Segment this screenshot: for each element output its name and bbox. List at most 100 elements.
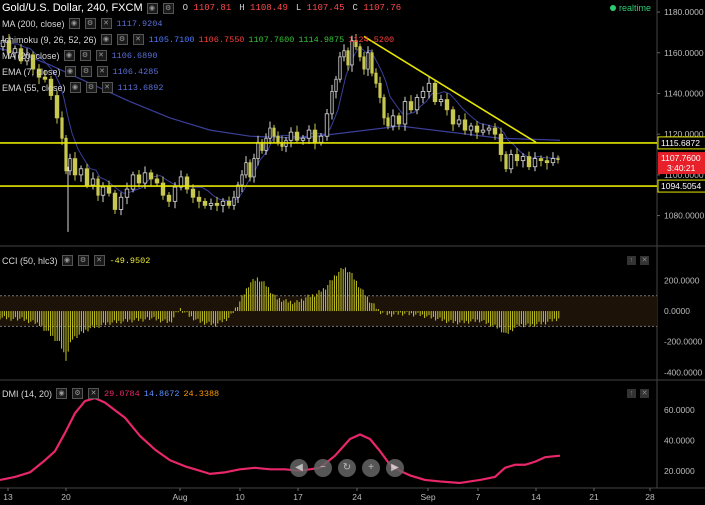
close-icon[interactable]: ✕ xyxy=(88,388,100,399)
zoom-in-icon[interactable]: + xyxy=(362,459,380,477)
eye-icon[interactable]: ◉ xyxy=(61,255,73,266)
time-tick-label: 24 xyxy=(352,492,362,502)
candle-body xyxy=(244,162,248,176)
ohlc-open: O 1107.81 xyxy=(182,3,232,13)
dmi-tick-label: 20.0000 xyxy=(664,466,695,476)
candle-body xyxy=(106,186,112,194)
eye-icon[interactable]: ◉ xyxy=(69,82,81,93)
candle-body xyxy=(350,40,354,66)
close-icon[interactable]: ✕ xyxy=(95,50,107,61)
indicator-name[interactable]: MA (200, close) xyxy=(2,18,65,29)
eye-icon[interactable]: ◉ xyxy=(100,34,112,45)
close-icon[interactable]: ✕ xyxy=(100,18,112,29)
cci-tick-label: -400.0000 xyxy=(664,367,703,377)
settings-icon[interactable]: ⚙ xyxy=(85,82,97,93)
candle-body xyxy=(504,154,508,170)
close-icon[interactable]: ✕ xyxy=(101,82,113,93)
settings-icon[interactable]: ⚙ xyxy=(79,50,91,61)
eye-icon[interactable]: ◉ xyxy=(64,66,76,77)
candle-body xyxy=(18,48,24,62)
indicator-name[interactable]: EMA (7, close) xyxy=(2,66,61,77)
candle-body xyxy=(374,72,378,84)
candle-body xyxy=(550,158,556,164)
eye-icon[interactable]: ◉ xyxy=(63,50,75,61)
time-tick-label: 7 xyxy=(476,492,481,502)
candle-body xyxy=(556,158,560,160)
indicator-name[interactable]: EMA (55, close) xyxy=(2,82,66,93)
ohlc-low: L 1107.45 xyxy=(295,3,345,13)
candle-body xyxy=(112,192,118,210)
eye-icon[interactable]: ◉ xyxy=(56,388,68,399)
candle-body xyxy=(396,115,402,125)
pane-up-icon[interactable]: ↑ xyxy=(627,256,636,265)
candle-body xyxy=(330,91,334,115)
cci-name[interactable]: CCI (50, hlc3) xyxy=(2,255,58,266)
candle-body xyxy=(148,172,154,180)
trend-line xyxy=(363,35,537,143)
pane-up-icon[interactable]: ↑ xyxy=(627,389,636,398)
candle-body xyxy=(450,109,456,125)
close-icon[interactable]: ✕ xyxy=(93,255,105,266)
candle-body xyxy=(382,97,386,119)
candle-body xyxy=(268,127,272,139)
scroll-right-icon[interactable]: ▶ xyxy=(386,459,404,477)
scroll-left-icon[interactable]: ◀ xyxy=(290,459,308,477)
candle-body xyxy=(100,186,106,196)
candle-body xyxy=(130,174,136,190)
candle-body xyxy=(338,56,342,80)
candle-body xyxy=(370,52,374,74)
candle-body xyxy=(514,154,520,162)
time-tick-label: 28 xyxy=(645,492,655,502)
candle-body xyxy=(0,40,6,48)
settings-icon[interactable]: ⚙ xyxy=(116,34,128,45)
candle-body xyxy=(334,78,338,92)
settings-icon[interactable]: ⚙ xyxy=(162,2,174,14)
close-icon[interactable]: ✕ xyxy=(96,66,108,77)
indicator-row: MA (20, close) ◉ ⚙ ✕ 1106.6890 xyxy=(2,50,157,61)
settings-icon[interactable]: ⚙ xyxy=(77,255,89,266)
candle-body xyxy=(264,137,268,151)
eye-icon[interactable]: ◉ xyxy=(68,18,80,29)
candle-body xyxy=(312,129,318,143)
candle-body xyxy=(426,82,432,92)
candle-body xyxy=(432,82,438,103)
candle-body xyxy=(42,76,48,80)
cci-tick-label: 200.0000 xyxy=(664,275,700,285)
candle-body xyxy=(390,115,396,127)
settings-icon[interactable]: ⚙ xyxy=(84,18,96,29)
candle-body xyxy=(236,184,240,198)
eye-icon[interactable]: ◉ xyxy=(146,2,158,14)
level-price-label: 1094.5054 xyxy=(661,181,701,191)
candle-body xyxy=(486,127,492,131)
price-tick-label: 1140.0000 xyxy=(664,88,704,98)
dmi-tick-label: 40.0000 xyxy=(664,436,695,446)
dmi-name[interactable]: DMI (14, 20) xyxy=(2,388,53,399)
zoom-out-icon[interactable]: − xyxy=(314,459,332,477)
candle-body xyxy=(24,54,30,62)
candle-body xyxy=(354,40,358,48)
price-tick-label: 1080.0000 xyxy=(664,211,704,221)
indicator-row: MA (200, close) ◉ ⚙ ✕ 1117.9204 xyxy=(2,18,162,29)
settings-icon[interactable]: ⚙ xyxy=(80,66,92,77)
bar-countdown-label: 3:40:21 xyxy=(667,163,696,173)
realtime-status: realtime xyxy=(610,3,651,13)
candle-body xyxy=(532,158,538,168)
reset-icon[interactable]: ↻ xyxy=(338,459,356,477)
candle-body xyxy=(362,56,366,70)
close-icon[interactable]: ✕ xyxy=(132,34,144,45)
indicator-name[interactable]: Ichimoku (9, 26, 52, 26) xyxy=(2,34,97,45)
indicator-value: 1106.6890 xyxy=(111,50,158,61)
candle-body xyxy=(96,178,100,196)
indicator-name[interactable]: MA (20, close) xyxy=(2,50,60,61)
settings-icon[interactable]: ⚙ xyxy=(72,388,84,399)
time-tick-label: 20 xyxy=(61,492,71,502)
candle-body xyxy=(166,194,172,202)
candle-body xyxy=(480,129,486,133)
indicator-value: 1106.4285 xyxy=(112,66,159,77)
pane-close-icon[interactable]: ✕ xyxy=(640,256,649,265)
last-price-label: 1107.7600 xyxy=(661,153,701,163)
indicator-row: Ichimoku (9, 26, 52, 26) ◉ ⚙ ✕ 1105.7100 1106… xyxy=(2,34,394,45)
candle-body xyxy=(544,160,550,164)
pane-close-icon[interactable]: ✕ xyxy=(640,389,649,398)
